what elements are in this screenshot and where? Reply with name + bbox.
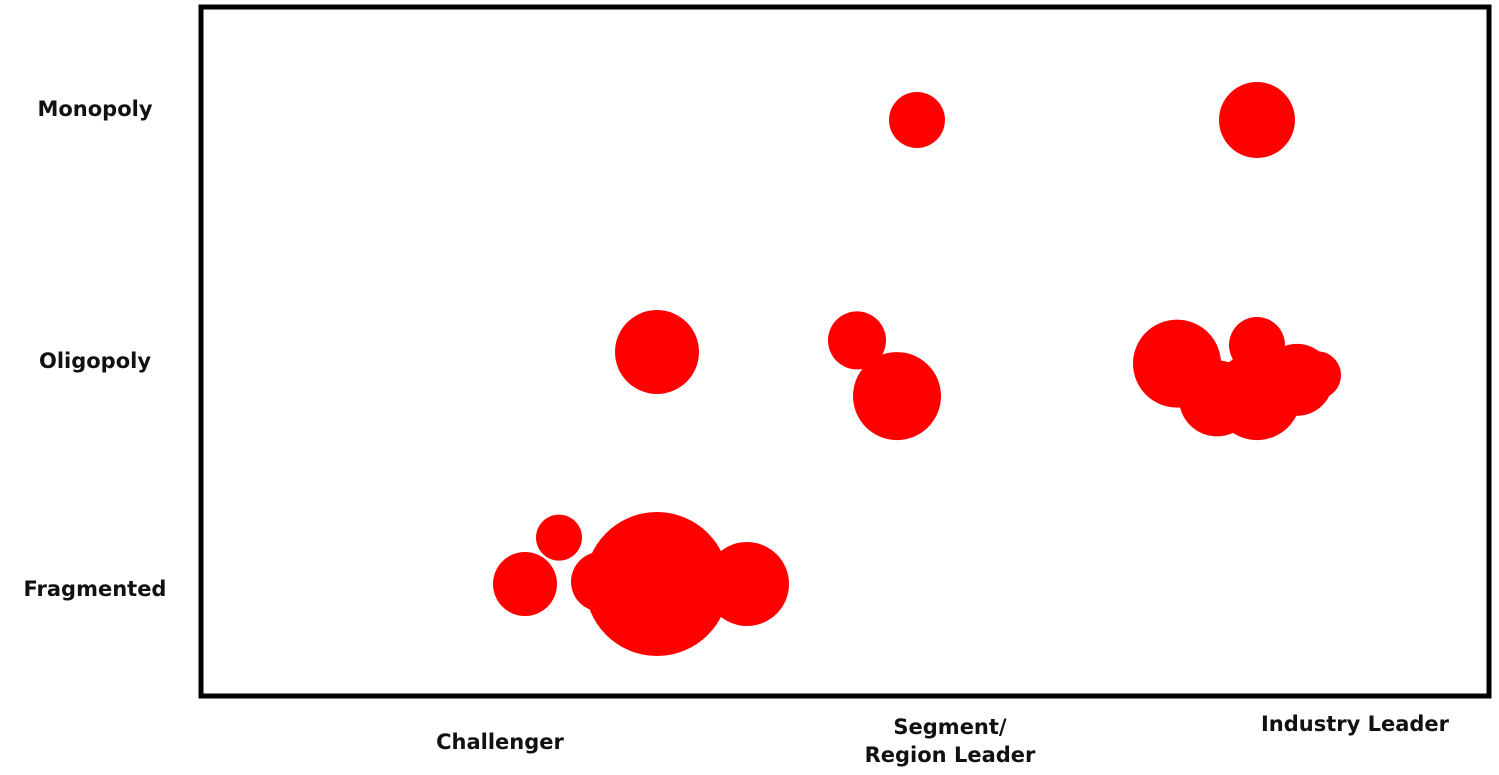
bubble-16 xyxy=(1293,351,1341,400)
bubble-9 xyxy=(853,352,941,441)
x-tick-label-challenger: Challenger xyxy=(436,730,564,754)
bubble-layer xyxy=(493,82,1341,656)
bubble-1 xyxy=(493,552,557,616)
y-tick-label-monopoly: Monopoly xyxy=(37,97,153,121)
y-tick-label-oligopoly: Oligopoly xyxy=(38,349,152,373)
bubble-5 xyxy=(705,542,789,626)
bubble-17 xyxy=(1219,82,1295,158)
plot-frame xyxy=(198,4,1492,699)
x-tick-label-segment-region-leader: Segment/ Region Leader xyxy=(864,715,1036,767)
bubble-7 xyxy=(828,311,886,370)
bubble-4 xyxy=(585,512,729,656)
x-tick-label-industry-leader: Industry Leader xyxy=(1260,712,1450,736)
bubble-6 xyxy=(615,310,699,394)
bubble-2 xyxy=(536,514,582,561)
bubble-10 xyxy=(889,92,945,148)
y-tick-label-fragmented: Fragmented xyxy=(23,577,167,601)
